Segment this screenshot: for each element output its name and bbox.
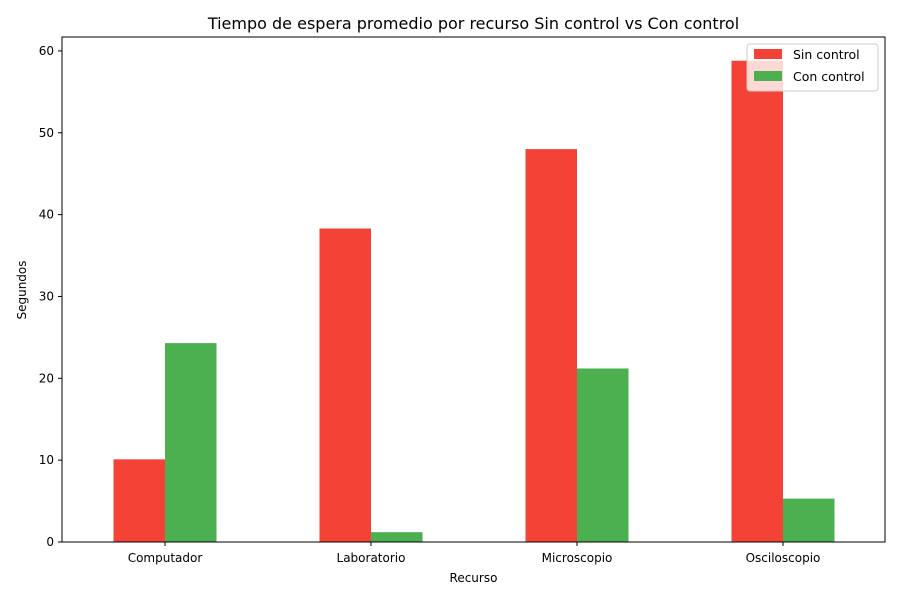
bar-sin-control-computador [113, 459, 165, 542]
y-axis: 0 10 20 30 40 50 60 [39, 44, 62, 549]
bar-sin-control-laboratorio [319, 228, 371, 542]
bar-con-control-microscopio [577, 368, 629, 542]
x-axis: Computador Laboratorio Microscopio Oscilosc… [128, 542, 821, 565]
legend-label-con-control: Con control [793, 69, 865, 84]
bars-layer [113, 60, 835, 543]
bar-con-control-laboratorio [371, 532, 423, 542]
legend-swatch-con-control [754, 71, 782, 81]
y-tick-label: 40 [39, 208, 54, 222]
legend-swatch-sin-control [754, 49, 782, 59]
y-tick-label: 30 [39, 289, 54, 303]
chart-title: Tiempo de espera promedio por recurso Si… [207, 14, 739, 33]
x-tick-label-microscopio: Microscopio [542, 551, 613, 565]
plot-frame [61, 36, 886, 543]
bar-sin-control-osciloscopio [731, 60, 783, 543]
y-tick-label: 60 [39, 44, 54, 58]
y-tick-label: 20 [39, 371, 54, 385]
bar-con-control-osciloscopio [783, 498, 835, 542]
y-tick-label: 10 [39, 453, 54, 467]
legend: Sin control Con control [746, 43, 879, 92]
y-tick-label: 50 [39, 126, 54, 140]
x-tick-label-computador: Computador [128, 551, 203, 565]
x-axis-label: Recurso [450, 571, 498, 585]
y-axis-label: Segundos [15, 260, 29, 319]
bar-con-control-computador [165, 343, 217, 542]
legend-label-sin-control: Sin control [793, 47, 860, 62]
bar-sin-control-microscopio [525, 149, 577, 542]
y-tick-label: 0 [46, 535, 54, 549]
x-tick-label-laboratorio: Laboratorio [337, 551, 406, 565]
x-tick-label-osciloscopio: Osciloscopio [746, 551, 821, 565]
